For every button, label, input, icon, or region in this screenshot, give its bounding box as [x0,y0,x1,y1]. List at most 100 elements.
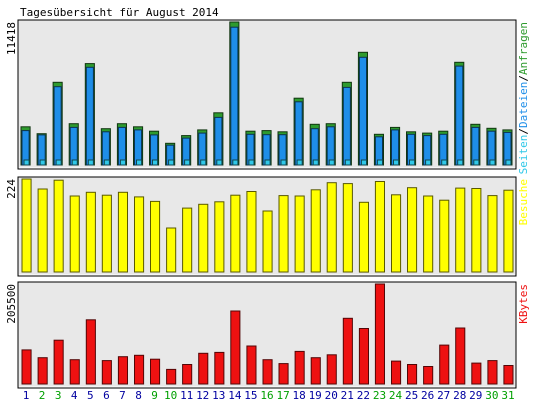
panel-3: 205500 KBytes [5,281,530,389]
bar-seiten-2 [39,159,46,166]
x-tick-label-3: 3 [55,389,62,402]
bar-seiten-1 [23,159,30,166]
bar-kbytes-20 [326,354,337,385]
x-tick-label-9: 9 [151,389,158,402]
y-max-label: 205500 [5,284,18,324]
bar-seiten-11 [184,159,191,166]
x-tick-label-8: 8 [135,389,142,402]
bar-besuche-11 [182,207,193,273]
bar-dateien-22 [358,56,367,166]
bar-besuche-20 [326,182,337,273]
x-tick-label-23: 23 [373,389,386,402]
bar-kbytes-18 [294,350,305,385]
x-tick-label-15: 15 [244,389,257,402]
x-tick-label-19: 19 [309,389,322,402]
bar-besuche-31 [503,189,514,273]
x-tick-label-14: 14 [228,389,242,402]
bar-kbytes-29 [471,362,482,385]
x-tick-label-17: 17 [276,389,289,402]
legend-entry-besuche: Besuche [517,179,530,225]
bar-seiten-27 [441,159,448,166]
bar-kbytes-23 [374,283,385,385]
bar-besuche-1 [21,178,32,273]
bar-seiten-23 [376,159,383,166]
legend-entry-kbytes: KBytes [517,284,530,324]
bar-dateien-5 [85,66,94,166]
bar-kbytes-5 [85,319,96,385]
bar-kbytes-12 [198,352,209,385]
bar-besuche-23 [374,181,385,273]
bar-kbytes-19 [310,357,321,385]
bar-seiten-10 [168,159,175,166]
bar-seiten-31 [505,159,512,166]
x-tick-label-12: 12 [196,389,209,402]
legend-entry-dateien: Dateien [517,82,530,128]
bar-kbytes-21 [342,317,353,385]
x-tick-label-11: 11 [180,389,193,402]
y-max-label: 11418 [5,22,18,55]
bar-seiten-5 [87,159,94,166]
bar-besuche-30 [487,195,498,273]
legend-separator: / [517,75,530,82]
bar-kbytes-30 [487,360,498,385]
x-tick-label-7: 7 [119,389,126,402]
bar-seiten-19 [312,159,319,166]
x-tick-label-18: 18 [292,389,305,402]
bar-kbytes-8 [134,354,145,385]
bar-kbytes-3 [53,339,64,385]
chart-title: Tagesübersicht für August 2014 [20,6,219,19]
bar-besuche-14 [230,194,241,273]
bar-besuche-7 [117,191,129,273]
bar-besuche-5 [85,191,96,273]
x-tick-label-29: 29 [469,389,482,402]
x-tick-label-31: 31 [501,389,514,402]
bar-seiten-30 [489,159,496,166]
bar-kbytes-11 [182,364,193,385]
legend: KBytes [517,284,530,324]
bar-seiten-7 [119,159,127,166]
bar-seiten-8 [136,159,143,166]
bar-seiten-6 [103,159,110,166]
bar-kbytes-28 [455,327,466,385]
bar-besuche-13 [214,201,225,273]
bar-seiten-17 [280,159,287,166]
bar-kbytes-27 [439,344,450,385]
bar-kbytes-22 [358,328,369,385]
x-tick-label-16: 16 [260,389,273,402]
x-tick-label-27: 27 [437,389,450,402]
x-tick-label-5: 5 [87,389,94,402]
bar-seiten-4 [71,159,78,166]
bar-kbytes-2 [37,357,48,385]
bar-seiten-28 [457,159,464,166]
bar-besuche-18 [294,195,305,273]
bar-besuche-19 [310,189,321,273]
bar-seiten-14 [232,159,239,166]
legend: Seiten/Dateien/Anfragen [517,22,530,174]
bar-dateien-28 [455,65,464,166]
panel-2: 224 Besuche [5,176,530,277]
bar-besuche-27 [439,199,450,273]
bar-seiten-24 [393,159,400,166]
bar-kbytes-6 [101,360,112,385]
bar-seiten-13 [216,159,223,166]
x-tick-label-28: 28 [453,389,466,402]
panel-1: 11418 Seiten/Dateien/Anfragen [5,19,530,174]
bar-besuche-24 [391,194,402,273]
bar-kbytes-10 [166,368,177,385]
bar-seiten-21 [344,159,351,166]
bar-kbytes-16 [262,359,273,385]
bar-seiten-18 [296,159,303,166]
bar-kbytes-1 [21,349,32,385]
x-tick-label-26: 26 [421,389,434,402]
bar-dateien-4 [69,126,78,166]
bar-seiten-9 [152,159,159,166]
bar-kbytes-14 [230,310,241,385]
legend-entry-anfragen: Anfragen [517,22,530,75]
bar-kbytes-26 [423,366,434,385]
legend-separator: / [517,128,530,135]
bar-besuche-17 [278,195,289,273]
bar-besuche-10 [166,227,177,273]
